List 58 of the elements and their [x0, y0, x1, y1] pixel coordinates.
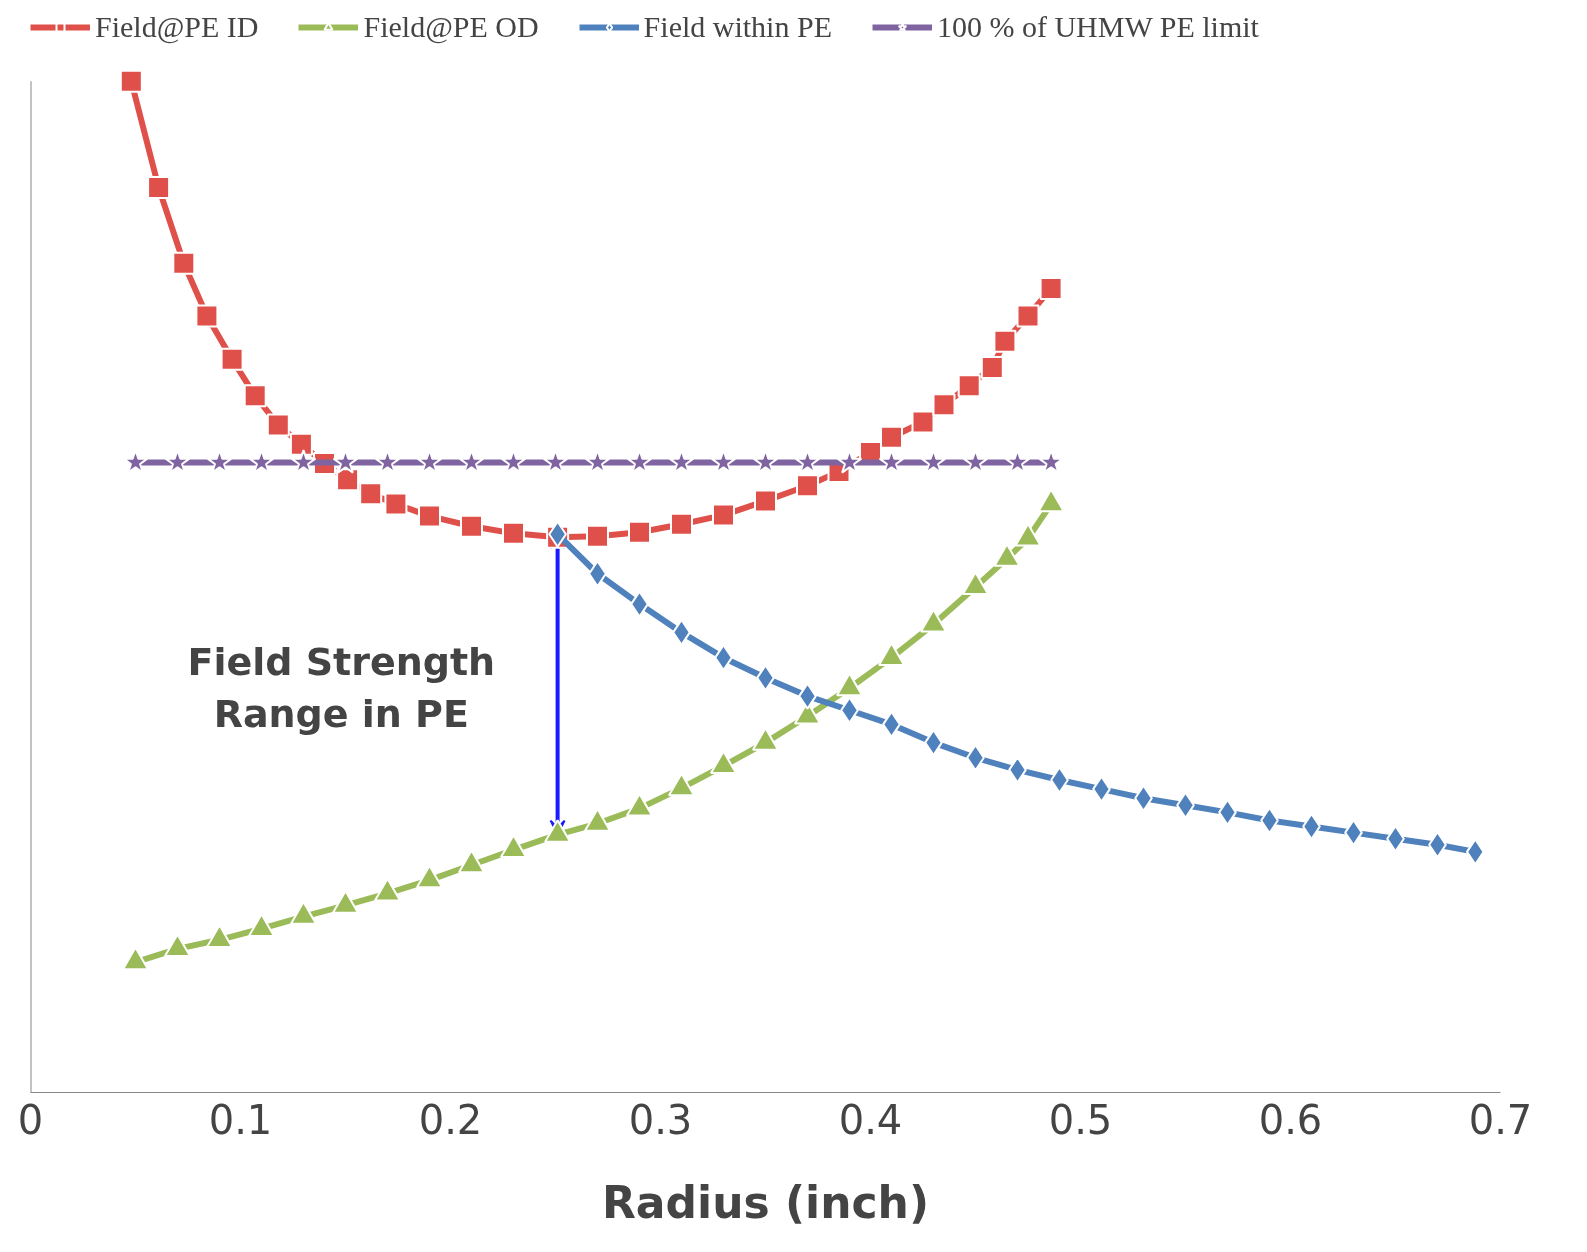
point: [500, 834, 527, 859]
point: [957, 374, 981, 398]
point: [336, 468, 360, 492]
point: [584, 808, 611, 832]
x-tick-label: 0.7: [1468, 1096, 1533, 1143]
x-tick-label: 0: [17, 1096, 44, 1143]
point: [147, 175, 171, 199]
x-tick-label: 0.6: [1258, 1096, 1323, 1143]
point: [993, 329, 1017, 353]
point: [418, 504, 441, 528]
point: [712, 503, 735, 527]
point: [962, 571, 989, 596]
point: [290, 901, 317, 925]
legend-label: Field@PE ID: [95, 10, 259, 44]
point: [164, 933, 191, 958]
point: [880, 425, 903, 449]
point: [416, 864, 443, 889]
point: [628, 520, 651, 544]
legend-label: 100 % of UHMW PE limit: [936, 10, 1259, 44]
point: [980, 355, 1004, 379]
point: [878, 642, 905, 666]
point: [384, 492, 408, 516]
point: [1016, 304, 1040, 328]
point: [119, 69, 143, 93]
x-tick-label: 0.2: [418, 1096, 483, 1143]
point: [502, 521, 525, 545]
point: [754, 489, 777, 513]
point: [752, 727, 779, 751]
point: [1039, 277, 1063, 301]
point: [458, 849, 485, 874]
point: [670, 512, 693, 536]
x-axis-title: Radius (inch): [601, 1176, 930, 1228]
point: [460, 514, 483, 538]
point: [668, 772, 695, 797]
x-tick-label: 0.5: [1048, 1096, 1113, 1143]
point: [243, 384, 267, 408]
point: [359, 482, 383, 506]
point: [289, 432, 313, 456]
point: [932, 393, 956, 417]
x-tick-label: 0.1: [208, 1096, 273, 1143]
point: [544, 819, 572, 843]
point: [911, 410, 935, 434]
point: [206, 924, 233, 949]
point: [796, 474, 819, 498]
point: [586, 524, 609, 548]
point: [122, 946, 149, 971]
point: [248, 913, 275, 937]
point: [710, 750, 737, 775]
point: [266, 413, 290, 437]
legend-label: Field@PE OD: [363, 10, 539, 44]
point: [836, 672, 863, 697]
point: [220, 347, 244, 371]
legend-label: Field within PE: [643, 10, 832, 44]
point: [195, 304, 219, 328]
x-tick-label: 0.4: [838, 1096, 903, 1143]
x-tick-label: 0.3: [628, 1096, 693, 1143]
annotation: Field Strength Range in PE: [187, 639, 496, 737]
point: [172, 251, 196, 275]
